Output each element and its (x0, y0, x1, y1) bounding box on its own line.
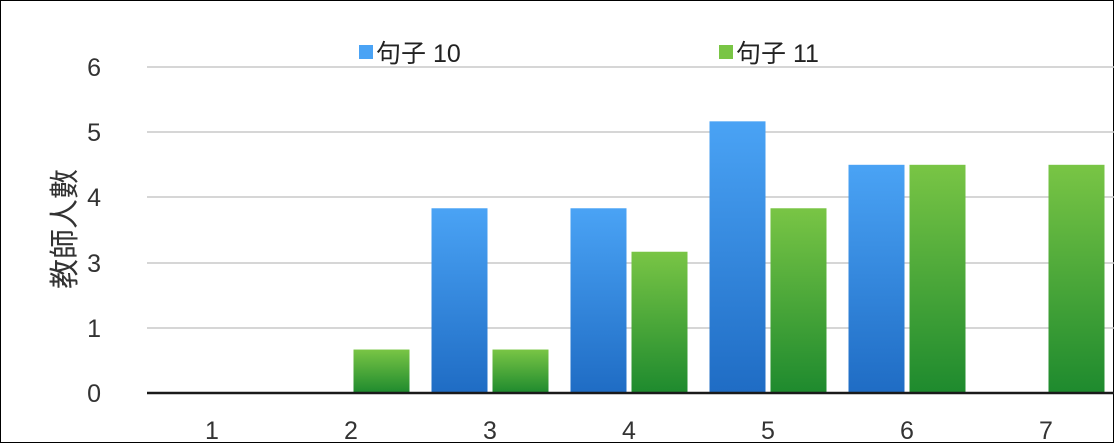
legend-swatch (359, 45, 373, 59)
bar (353, 349, 410, 393)
x-tick-label: 4 (622, 417, 636, 444)
x-tick-label: 1 (205, 417, 219, 444)
x-tick-label: 3 (483, 417, 497, 444)
y-tick-label: 0 (87, 380, 101, 408)
bar (709, 121, 766, 393)
bar (770, 208, 827, 393)
y-tick-label: 4 (87, 184, 101, 212)
x-tick-label: 2 (344, 417, 358, 444)
bar (909, 164, 966, 393)
y-tick-label: 1 (87, 315, 101, 343)
bar (570, 208, 627, 393)
x-tick-label: 6 (900, 417, 914, 444)
y-tick-label: 3 (87, 250, 101, 278)
legend-label: 句子 10 (376, 40, 461, 68)
legend-label: 句子 11 (736, 40, 819, 68)
legend: 句子 10 句子 11 (359, 40, 819, 68)
y-tick-label: 6 (87, 54, 101, 82)
y-axis-title: 教師人數 (49, 169, 82, 289)
x-tick-label: 5 (761, 417, 775, 444)
bar (1048, 164, 1105, 393)
y-tick-label: 5 (87, 119, 101, 147)
x-tick-label: 7 (1039, 417, 1053, 444)
gridlines (147, 66, 1114, 329)
bar (492, 349, 549, 393)
bar (431, 208, 488, 393)
bars (353, 121, 1105, 393)
bar (631, 251, 688, 393)
legend-swatch (719, 45, 733, 59)
axes: 0 1 3 4 5 6 1 2 3 4 5 6 7 (87, 54, 1114, 444)
bar (848, 164, 905, 393)
